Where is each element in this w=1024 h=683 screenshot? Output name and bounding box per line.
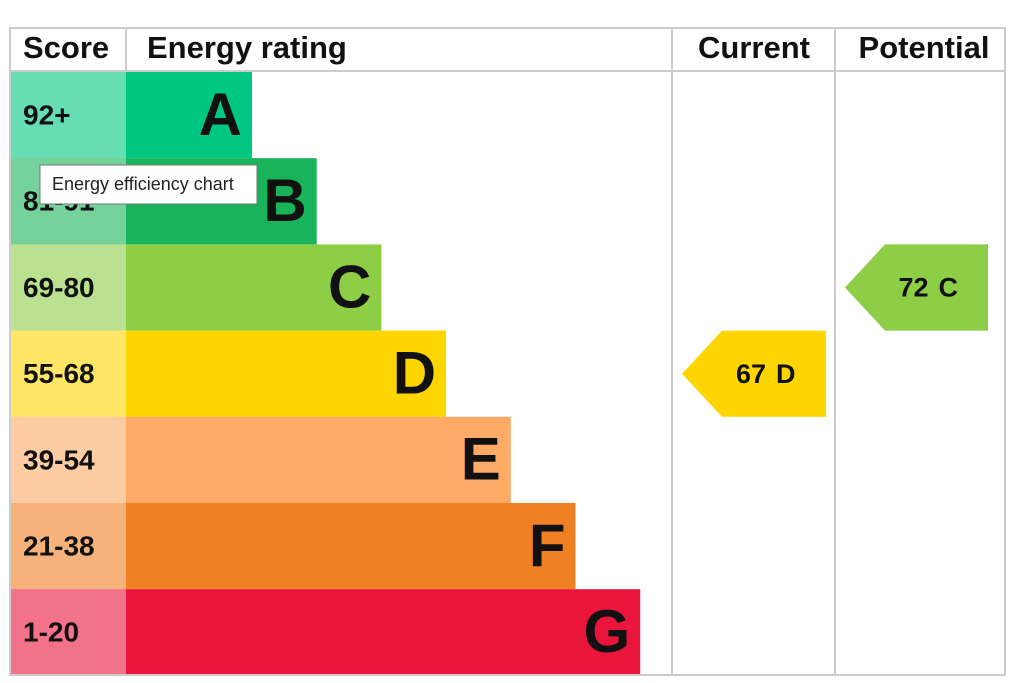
header-potential: Potential	[859, 30, 990, 65]
rating-bar	[126, 330, 447, 417]
potential-score: 72	[898, 273, 928, 303]
score-cell-tint	[10, 330, 126, 417]
score-cell-tint	[10, 416, 126, 503]
tooltip-text: Energy efficiency chart	[52, 174, 234, 194]
score-cell	[10, 244, 126, 331]
rating-bar	[126, 589, 641, 676]
potential-arrow	[845, 244, 988, 331]
rating-letter: A	[199, 81, 242, 148]
rating-bar	[126, 72, 252, 159]
score-cell-tint	[10, 244, 126, 331]
score-range: 39-54	[23, 444, 95, 475]
rating-bar	[126, 416, 511, 503]
rating-letter: E	[461, 426, 501, 493]
score-range: 69-80	[23, 272, 95, 303]
rating-letter: B	[263, 167, 306, 234]
current-rating: D	[776, 359, 796, 389]
rating-bar	[126, 503, 576, 590]
score-range: 55-68	[23, 358, 95, 389]
score-cell	[10, 416, 126, 503]
score-cell-tint	[10, 72, 126, 159]
rating-letter: G	[584, 598, 631, 665]
score-range: 21-38	[23, 530, 95, 561]
current-arrow	[682, 330, 826, 417]
header-score: Score	[23, 30, 109, 65]
rating-letter: F	[529, 512, 566, 579]
score-cell	[10, 503, 126, 590]
score-cell	[10, 589, 126, 676]
tooltip-box	[39, 164, 258, 205]
table-border	[9, 27, 1006, 676]
rating-letter: C	[328, 253, 371, 320]
score-range: 1-20	[23, 617, 79, 648]
score-cell-tint	[10, 589, 126, 676]
current-score: 67	[736, 359, 766, 389]
score-cell	[10, 330, 126, 417]
score-cell	[10, 72, 126, 159]
rating-bar	[126, 244, 382, 331]
header-energy-rating: Energy rating	[147, 30, 347, 65]
table-grid	[9, 27, 1006, 676]
header-current: Current	[698, 30, 810, 65]
score-cell-tint	[10, 503, 126, 590]
score-range: 92+	[23, 99, 71, 130]
rating-letter: D	[393, 340, 436, 407]
potential-rating: C	[939, 273, 959, 303]
tooltip: Energy efficiency chart	[39, 164, 258, 205]
